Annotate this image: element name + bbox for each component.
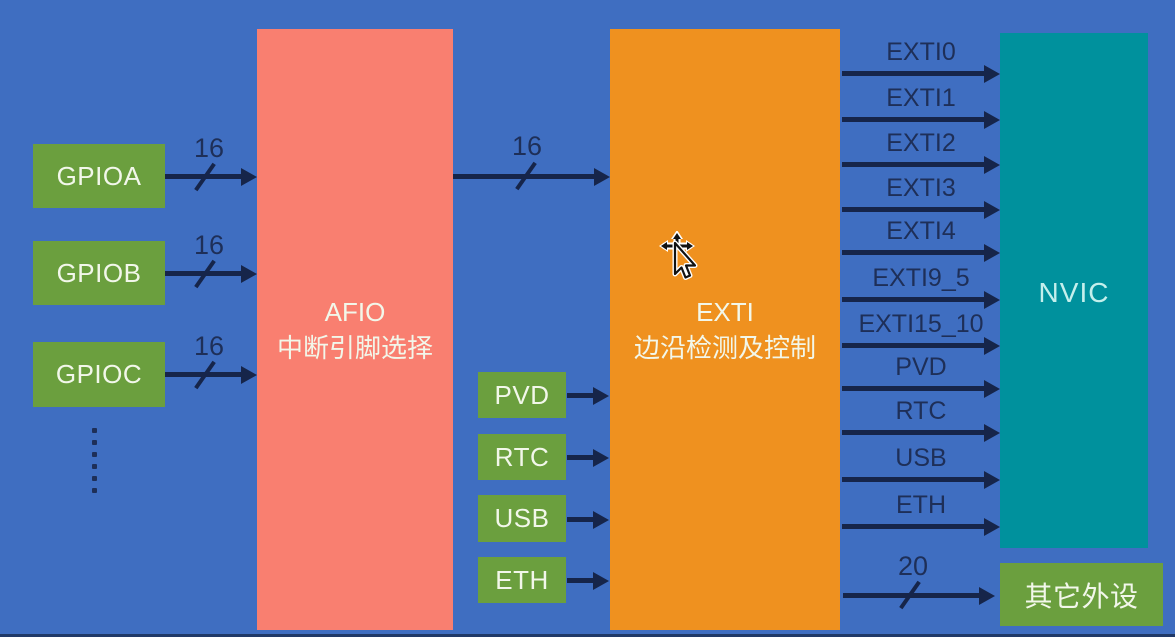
exti15-10-arrow (842, 336, 1000, 355)
exti0-arrow (842, 64, 1000, 83)
eth-input-box: ETH (478, 557, 566, 603)
gpioa-label: GPIOA (56, 160, 142, 191)
afio-box: AFIO 中断引脚选择 (257, 29, 453, 630)
usb-input-label: USB (494, 503, 550, 533)
exti9-5-line-label: EXTI9_5 (872, 264, 970, 292)
afio-subtitle: 中断引脚选择 (276, 332, 433, 363)
gpioc-bus-width: 16 (193, 331, 225, 361)
exti1-arrow (842, 110, 1000, 129)
rtc-input-box: RTC (478, 434, 566, 480)
exti-subtitle: 边沿检测及控制 (633, 332, 816, 363)
gpioa-box: GPIOA (33, 144, 165, 208)
other-peripherals-bus-width: 20 (897, 551, 929, 581)
gpiob-bus-width: 16 (193, 230, 225, 260)
gpioa-bus-width: 16 (193, 133, 225, 163)
other-peripherals-box: 其它外设 (1000, 563, 1163, 626)
rtc-line-label: RTC (895, 397, 947, 425)
nvic-box (1000, 33, 1148, 548)
exti3-line-label: EXTI3 (886, 174, 956, 202)
eth-arrow (842, 517, 1000, 536)
usb-to-exti-arrow (567, 510, 609, 529)
exti1-line-label: EXTI1 (886, 84, 956, 112)
gpioc-box: GPIOC (33, 342, 165, 407)
pvd-input-box: PVD (478, 372, 566, 418)
usb-arrow (842, 470, 1000, 489)
other-peripherals-label: 其它外设 (1024, 580, 1139, 612)
exti2-line-label: EXTI2 (886, 129, 956, 157)
usb-line-label: USB (895, 444, 947, 472)
afio-title: AFIO (324, 296, 386, 327)
pvd-line-label: PVD (895, 353, 947, 381)
rtc-to-exti-arrow (567, 448, 609, 467)
gpioc-label: GPIOC (55, 359, 143, 389)
exti4-arrow (842, 243, 1000, 262)
gpiob-box: GPIOB (33, 241, 165, 305)
eth-to-exti-arrow (567, 571, 609, 590)
afio-bus-width: 16 (511, 131, 543, 161)
exti-box: EXTI 边沿检测及控制 (610, 29, 840, 630)
more-gpio-ellipsis-icon (92, 428, 97, 493)
pvd-to-exti-arrow (567, 386, 609, 405)
exti4-line-label: EXTI4 (886, 217, 956, 245)
rtc-arrow (842, 423, 1000, 442)
exti0-line-label: EXTI0 (886, 38, 956, 66)
screen-edge-bottom (0, 634, 1175, 637)
eth-input-label: ETH (495, 564, 549, 595)
exti9-5-arrow (842, 290, 1000, 309)
exti-title: EXTI (696, 296, 754, 327)
eth-line-label: ETH (896, 491, 946, 519)
pvd-arrow (842, 379, 1000, 398)
rtc-input-label: RTC (494, 441, 550, 472)
gpiob-label: GPIOB (56, 257, 142, 288)
nvic-label: NVIC (1038, 277, 1110, 308)
exti15-10-line-label: EXTI15_10 (858, 310, 984, 338)
exti3-arrow (842, 200, 1000, 219)
pvd-input-label: PVD (494, 379, 550, 410)
usb-input-box: USB (478, 495, 566, 542)
exti2-arrow (842, 155, 1000, 174)
